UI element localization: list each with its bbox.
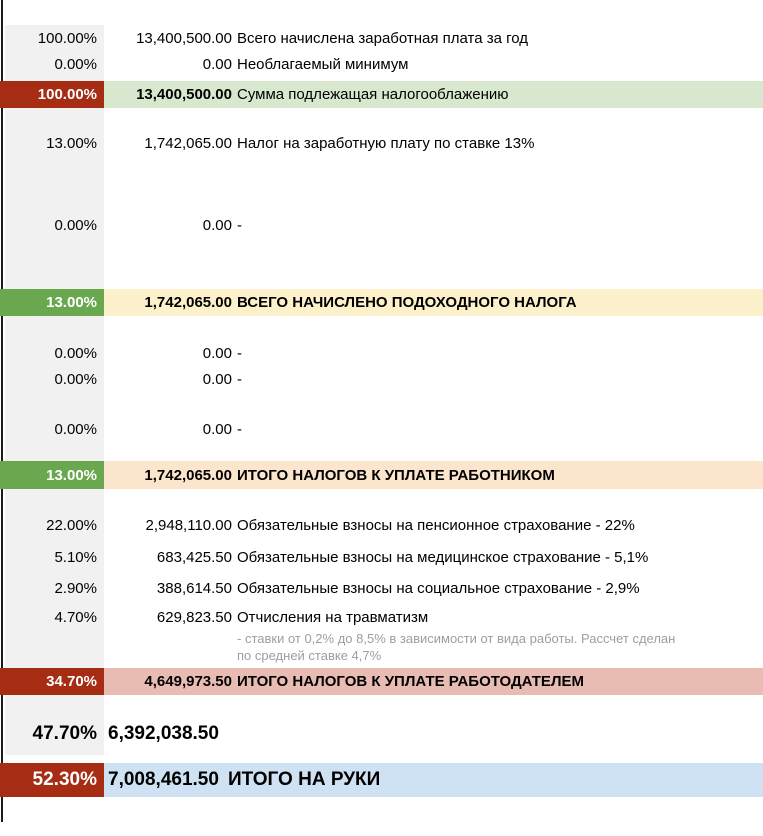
percent-cell[interactable]: 4.70% <box>54 608 97 626</box>
note-line-2: по средней ставке 4,7% <box>237 648 382 663</box>
label-cell[interactable]: Обязательные взносы на социальное страхо… <box>237 579 640 597</box>
percent-cell[interactable]: 34.70% <box>0 668 104 695</box>
amount-cell[interactable]: 0.00 <box>202 55 232 73</box>
amount-cell[interactable]: 0.00 <box>202 420 232 438</box>
label-cell[interactable]: - <box>237 370 242 388</box>
percent-cell[interactable]: 52.30% <box>0 763 104 797</box>
amount-cell[interactable]: 13,400,500.00 <box>136 86 232 103</box>
percent-cell[interactable]: 47.70% <box>32 723 97 744</box>
label-cell[interactable]: Обязательные взносы на медицинское страх… <box>237 548 649 566</box>
amount-cell[interactable]: 4,649,973.50 <box>144 673 232 690</box>
row-zero-1: 0.00% 0.00 - <box>0 212 763 238</box>
row-injury-contributions: 4.70% 629,823.50 Отчисления на травматиз… <box>0 604 763 630</box>
row-highlight-peach <box>104 461 763 489</box>
percent-cell[interactable]: 2.90% <box>54 579 97 597</box>
percent-cell[interactable]: 0.00% <box>54 216 97 234</box>
row-nontaxable-minimum: 0.00% 0.00 Необлагаемый минимум <box>0 51 763 77</box>
row-total-taxes-combined: 47.70% 6,392,038.50 <box>0 713 763 755</box>
label-cell[interactable]: Всего начислена заработная плата за год <box>237 29 529 47</box>
amount-line: 7,008,461.50 ИТОГО НА РУКИ <box>108 763 380 797</box>
percent-column-background <box>5 25 104 755</box>
label-cell[interactable]: Налог на заработную плату по ставке 13% <box>237 134 535 152</box>
row-total-income-tax: 13.00% 1,742,065.00 ВСЕГО НАЧИСЛЕНО ПОДО… <box>0 289 763 316</box>
amount-cell[interactable]: 1,742,065.00 <box>144 294 232 311</box>
percent-cell[interactable]: 22.00% <box>46 516 97 534</box>
percent-cell[interactable]: 0.00% <box>54 370 97 388</box>
amount-cell[interactable]: 0.00 <box>202 216 232 234</box>
amount-cell[interactable]: 629,823.50 <box>156 608 232 626</box>
note-line-1: - ставки от 0,2% до 8,5% в зависимости о… <box>237 631 676 646</box>
label-cell[interactable]: ИТОГО НАЛОГОВ К УПЛАТЕ РАБОТОДАТЕЛЕМ <box>237 673 584 690</box>
amount-cell[interactable]: 683,425.50 <box>156 548 232 566</box>
row-social-contributions: 2.90% 388,614.50 Обязательные взносы на … <box>0 575 763 601</box>
amount-cell[interactable]: 2,948,110.00 <box>145 516 232 534</box>
percent-cell[interactable]: 0.00% <box>54 420 97 438</box>
percent-cell[interactable]: 100.00% <box>37 29 97 47</box>
amount-cell[interactable]: 1,742,065.00 <box>144 466 232 484</box>
percent-cell[interactable]: 5.10% <box>54 548 97 566</box>
label-cell[interactable]: ИТОГО НАЛОГОВ К УПЛАТЕ РАБОТНИКОМ <box>237 466 555 484</box>
amount-cell[interactable]: 13,400,500.00 <box>136 29 232 47</box>
row-total-employer-taxes: 34.70% 4,649,973.50 ИТОГО НАЛОГОВ К УПЛА… <box>0 668 763 695</box>
row-zero-2: 0.00% 0.00 - <box>0 340 763 366</box>
amount-cell[interactable]: 7,008,461.50 <box>108 769 219 790</box>
amount-cell[interactable]: 388,614.50 <box>156 579 232 597</box>
row-net-in-hand: 52.30% 7,008,461.50 ИТОГО НА РУКИ <box>0 763 763 797</box>
row-taxable-amount: 100.00% 13,400,500.00 Сумма подлежащая н… <box>0 81 763 108</box>
row-total-employee-taxes: 13.00% 1,742,065.00 ИТОГО НАЛОГОВ К УПЛА… <box>0 461 763 489</box>
label-cell[interactable]: ИТОГО НА РУКИ <box>227 769 381 790</box>
label-cell[interactable]: Сумма подлежащая налогооблажению <box>237 86 509 103</box>
amount-cell[interactable]: 1,742,065.00 <box>144 134 232 152</box>
percent-cell[interactable]: 13.00% <box>0 289 104 316</box>
label-cell[interactable]: Отчисления на травматизм <box>237 608 429 626</box>
label-cell[interactable]: ВСЕГО НАЧИСЛЕНО ПОДОХОДНОГО НАЛОГА <box>237 294 577 311</box>
label-cell[interactable]: Необлагаемый минимум <box>237 55 409 73</box>
row-gross-salary-year: 100.00% 13,400,500.00 Всего начислена за… <box>0 25 763 51</box>
row-income-tax-13: 13.00% 1,742,065.00 Налог на заработную … <box>0 130 763 156</box>
percent-cell[interactable]: 13.00% <box>0 461 104 489</box>
row-medical-contributions: 5.10% 683,425.50 Обязательные взносы на … <box>0 544 763 570</box>
row-zero-4: 0.00% 0.00 - <box>0 416 763 442</box>
amount-cell[interactable]: 6,392,038.50 <box>108 723 219 744</box>
percent-cell[interactable]: 13.00% <box>46 134 97 152</box>
amount-line: 6,392,038.50 <box>108 713 219 755</box>
percent-cell[interactable]: 100.00% <box>0 81 104 108</box>
row-highlight-green <box>104 81 763 108</box>
row-highlight-salmon <box>104 668 763 695</box>
percent-cell[interactable]: 0.00% <box>54 55 97 73</box>
row-pension-contributions: 22.00% 2,948,110.00 Обязательные взносы … <box>0 512 763 538</box>
left-border-line <box>1 0 3 822</box>
label-cell[interactable]: - <box>237 344 242 362</box>
injury-rate-note: - ставки от 0,2% до 8,5% в зависимости о… <box>237 630 742 668</box>
row-zero-3: 0.00% 0.00 - <box>0 366 763 392</box>
row-highlight-yellow <box>104 289 763 316</box>
label-cell[interactable]: - <box>237 216 242 234</box>
row-highlight-blue <box>104 763 763 797</box>
label-cell[interactable]: Обязательные взносы на пенсионное страхо… <box>237 516 635 534</box>
percent-cell[interactable]: 0.00% <box>54 344 97 362</box>
amount-cell[interactable]: 0.00 <box>202 344 232 362</box>
amount-cell[interactable]: 0.00 <box>202 370 232 388</box>
label-cell[interactable]: - <box>237 420 242 438</box>
